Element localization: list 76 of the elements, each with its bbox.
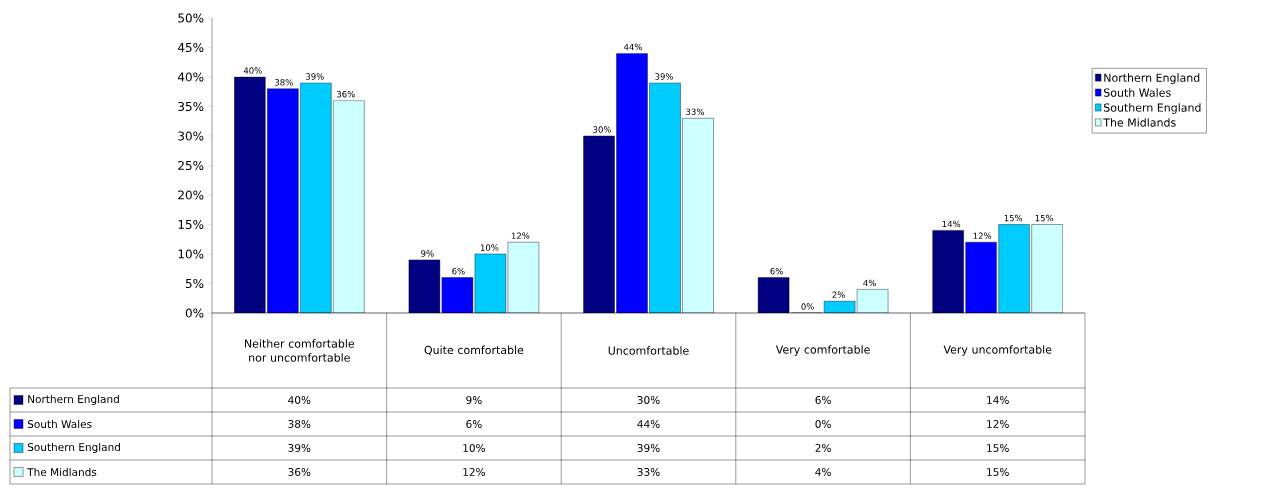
text: 12%	[973, 232, 992, 239]
y-tick-label: 35%	[178, 101, 204, 112]
text: The Midlands	[27, 467, 97, 477]
data-label: 9%	[466, 396, 482, 404]
y-tick-label: 25%	[178, 160, 204, 171]
x-tick-label: Very uncomfortable	[943, 345, 1052, 356]
bar	[441, 277, 473, 313]
legend-label: The Midlands	[1103, 118, 1176, 127]
data-label: 6%	[466, 420, 482, 428]
y-tick-label: 5%	[185, 278, 204, 289]
text: 14%	[942, 220, 961, 228]
data-label: 44%	[637, 420, 660, 428]
bar	[333, 100, 365, 313]
data-label: 12%	[463, 468, 485, 476]
data-label: 30%	[637, 396, 660, 404]
bar	[507, 242, 539, 313]
text: 40%	[243, 67, 262, 74]
text: 36%	[337, 90, 355, 98]
data-label: 14%	[987, 396, 1009, 404]
text: 33%	[686, 108, 704, 116]
data-label: 39%	[288, 444, 311, 452]
bar	[998, 224, 1030, 313]
text: South Wales	[27, 419, 92, 429]
data-label: 39%	[637, 444, 660, 452]
text: 0%	[801, 303, 814, 310]
legend-label: Northern England	[1104, 73, 1200, 84]
text: 39%	[655, 73, 673, 80]
bar	[616, 53, 648, 313]
y-tick-label: 10%	[178, 249, 204, 259]
data-label: 0%	[815, 420, 831, 428]
text: Northern England	[28, 394, 119, 406]
y-tick-label: 0%	[185, 308, 204, 318]
y-tick-label: 50%	[178, 13, 204, 23]
text: 2%	[832, 291, 845, 298]
text: 4%	[863, 279, 876, 287]
text: 6%	[770, 267, 783, 275]
data-label: 12%	[987, 420, 1009, 428]
data-label: 36%	[288, 468, 311, 476]
data-label: 2%	[815, 444, 831, 452]
data-label: 10%	[463, 444, 485, 452]
bar	[474, 253, 506, 313]
data-label: 15%	[987, 468, 1009, 476]
legend-label: South Wales	[1103, 88, 1171, 97]
y-tick-label: 20%	[178, 190, 204, 200]
text: 10%	[480, 244, 499, 251]
y-tick-label: 45%	[177, 42, 204, 53]
text: 44%	[623, 43, 642, 51]
data-label: 33%	[637, 468, 660, 476]
text: 9%	[421, 250, 434, 257]
x-tick-label: Quite comfortable	[424, 345, 524, 356]
x-tick-label: Very comfortable	[775, 345, 870, 356]
data-label: 40%	[288, 396, 311, 404]
y-tick-label: 30%	[178, 131, 204, 141]
text: 38%	[275, 79, 293, 86]
text: 15%	[1004, 214, 1023, 222]
data-label: 38%	[288, 420, 311, 428]
bar	[267, 88, 299, 313]
y-tick-label: 15%	[178, 219, 204, 230]
data-label: 15%	[987, 444, 1009, 452]
legend-label: Southern England	[1103, 103, 1201, 114]
bar	[649, 82, 681, 313]
text: 6%	[452, 267, 465, 275]
data-label: 6%	[815, 396, 831, 404]
y-tick-label: 40%	[177, 72, 204, 82]
text: 39%	[306, 73, 324, 80]
text: 15%	[1035, 214, 1054, 222]
bar	[682, 118, 714, 313]
x-tick-label: Uncomfortable	[608, 346, 689, 355]
text: 12%	[511, 232, 530, 239]
text: 30%	[593, 126, 611, 133]
x-tick-label: Neither comfortable nor uncomfortable	[245, 339, 355, 362]
text: Southern England	[27, 442, 120, 454]
bar	[1031, 224, 1063, 313]
bar	[965, 241, 997, 313]
bar	[300, 82, 332, 313]
data-label: 4%	[815, 468, 831, 476]
